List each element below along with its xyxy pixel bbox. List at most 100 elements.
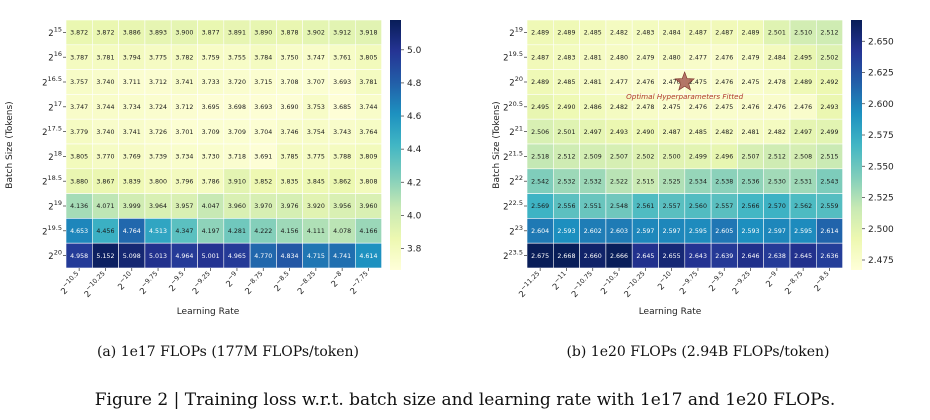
heatmap-b-y-tick-label: 219	[509, 25, 523, 39]
heatmap-a-cell	[354, 19, 382, 46]
colorbar-a-tick-label: 4.2	[407, 178, 421, 188]
heatmap-b-cell	[763, 44, 791, 70]
heatmap-a-cell	[92, 118, 119, 145]
heatmap-a-cell	[144, 168, 172, 194]
heatmap-b-cell-value: 2.515	[820, 154, 838, 161]
heatmap-a-y-tick-label: 217.5	[42, 125, 62, 139]
heatmap-b-cell	[815, 69, 843, 95]
heatmap-b-cell-value: 2.470	[663, 79, 681, 86]
heatmap-b-cell	[579, 218, 607, 244]
heatmap-a-cell-value: 3.957	[175, 203, 193, 210]
heatmap-a-cell-value: 3.956	[333, 203, 351, 210]
heatmap-a-x-tick-label: 2−7.75	[346, 270, 373, 297]
heatmap-a-x-tick-label: 2−9.25	[188, 270, 215, 297]
heatmap-a-cell	[65, 94, 93, 120]
heatmap-a-cell-value: 3.784	[254, 54, 272, 61]
heatmap-b-cell-value: 2.561	[636, 203, 654, 210]
heatmap-b-cell	[763, 69, 791, 95]
heatmap-b-cell-value: 2.492	[820, 79, 838, 86]
heatmap-a-cell	[92, 218, 119, 244]
subcaption-a: (a) 1e17 FLOPs (177M FLOPs/token)	[97, 344, 359, 360]
heatmap-b-cell-value: 2.482	[715, 129, 733, 136]
heatmap-a-cell-value: 3.720	[228, 79, 246, 86]
heatmap-b-cell-value: 2.477	[689, 54, 707, 61]
heatmap-a-cell	[249, 118, 277, 145]
heatmap-b-x-tick-label: 2−11	[548, 270, 571, 293]
heatmap-b-cell	[815, 44, 843, 70]
heatmap-b-cell	[684, 118, 712, 145]
heatmap-a-cell-value: 3.753	[307, 104, 325, 111]
heatmap-b-cell-value: 2.476	[636, 79, 654, 86]
heatmap-panel-a: 3.872 3.872 3.886 3.893 3.900 3.877 3.891 3.890…	[5, 19, 422, 360]
heatmap-b-cell	[737, 69, 765, 95]
heatmap-b-cell	[789, 242, 817, 269]
heatmap-b-cell-value: 2.604	[531, 228, 549, 235]
heatmap-b-cell	[815, 168, 843, 194]
colorbar-b	[851, 20, 862, 270]
heatmap-a-cell-value: 4.653	[70, 228, 88, 235]
heatmap-b-cell	[605, 69, 633, 95]
heatmap-b-cell	[710, 143, 738, 170]
heatmap-b-cell-value: 2.481	[584, 79, 602, 86]
optimal-annotation: Optimal Hyperparameters Fitted	[626, 71, 744, 101]
heatmap-a-cell-value: 3.852	[254, 178, 272, 185]
heatmap-a-cell	[223, 94, 251, 120]
colorbar-a-tick-label: 4.6	[407, 112, 422, 122]
heatmap-a-cell-value: 3.741	[175, 79, 193, 86]
heatmap-a-cell-value: 3.809	[359, 154, 377, 161]
heatmap-a-cell	[354, 193, 382, 219]
heatmap-b-ylabel: Batch Size (Tokens)	[492, 101, 502, 188]
heatmap-b-cell	[526, 69, 554, 95]
heatmap-b-cell-value: 2.481	[584, 54, 602, 61]
heatmap-b-cell-value: 2.481	[742, 129, 760, 136]
heatmap-a-cell	[302, 44, 330, 70]
heatmap-b-cell-value: 2.475	[742, 79, 760, 86]
heatmap-a-cell-value: 3.867	[96, 178, 114, 185]
heatmap-b-y-tick-label: 222	[509, 174, 523, 188]
heatmap-a-cell-value: 3.891	[228, 30, 246, 37]
heatmap-a-cell-value: 3.718	[228, 154, 246, 161]
heatmap-b-cell-value: 2.497	[794, 129, 812, 136]
heatmap-a-cell-value: 3.769	[123, 154, 141, 161]
heatmap-a-cell-value: 3.707	[307, 79, 325, 86]
heatmap-a-cell-value: 3.757	[70, 79, 88, 86]
heatmap-b-cell-value: 2.493	[610, 129, 628, 136]
heatmap-a-cell-value: 3.744	[96, 104, 114, 111]
heatmap-b-cell	[789, 218, 817, 244]
heatmap-b-cell-value: 2.531	[794, 178, 812, 185]
heatmap-a-cell-value: 3.796	[175, 178, 193, 185]
heatmap-b-cell-value: 2.485	[557, 79, 575, 86]
colorbar-b-tick-label: 2.625	[868, 69, 894, 79]
heatmap-a-y-tick-label: 217	[48, 100, 62, 114]
heatmap-a-cell-value: 3.734	[123, 104, 141, 111]
heatmap-a-cell	[249, 19, 277, 46]
heatmap-b-cell-value: 2.548	[610, 203, 628, 210]
heatmap-b-cell	[605, 44, 633, 70]
heatmap-b-cell	[579, 168, 607, 194]
heatmap-b-cell-value: 2.597	[663, 228, 681, 235]
heatmap-a-cell-value: 3.890	[254, 30, 272, 37]
heatmap-a-x-ticks: 2−10.52−10.25 2−102−9.75 2−9.52−9.25 2−92−8…	[59, 268, 373, 300]
heatmap-a-cell	[170, 168, 198, 194]
heatmap-b-y-tick-label: 220	[509, 75, 523, 89]
heatmap-b-cell-value: 2.480	[663, 54, 681, 61]
heatmap-a-cell	[197, 44, 225, 70]
heatmap-a-cell-value: 3.976	[281, 203, 299, 210]
heatmap-a-x-tick-label: 2−8.25	[294, 270, 321, 297]
heatmap-a-cell	[328, 193, 356, 219]
heatmap-b-x-tick-label: 2−10.25	[620, 270, 650, 300]
heatmap-a-cell-value: 3.693	[333, 79, 351, 86]
heatmap-a-cell	[276, 143, 303, 170]
heatmap-b-cell-value: 2.490	[557, 104, 575, 111]
heatmap-b-cell	[552, 118, 580, 145]
heatmap-a-y-tick-label: 216	[48, 50, 62, 64]
heatmap-b-cell-value: 2.551	[584, 203, 602, 210]
heatmap-a-cell-value: 3.747	[307, 54, 325, 61]
heatmap-b-cell-value: 2.509	[584, 154, 602, 161]
heatmap-a-cell-value: 3.900	[175, 30, 193, 37]
heatmap-b-cell-value: 2.532	[584, 178, 602, 185]
heatmap-a-cell-value: 3.839	[123, 178, 141, 185]
heatmap-b-cell-value: 2.507	[610, 154, 628, 161]
figure-caption: Figure 2 | Training loss w.r.t. batch si…	[95, 390, 836, 410]
heatmap-b-cell-value: 2.478	[636, 104, 654, 111]
